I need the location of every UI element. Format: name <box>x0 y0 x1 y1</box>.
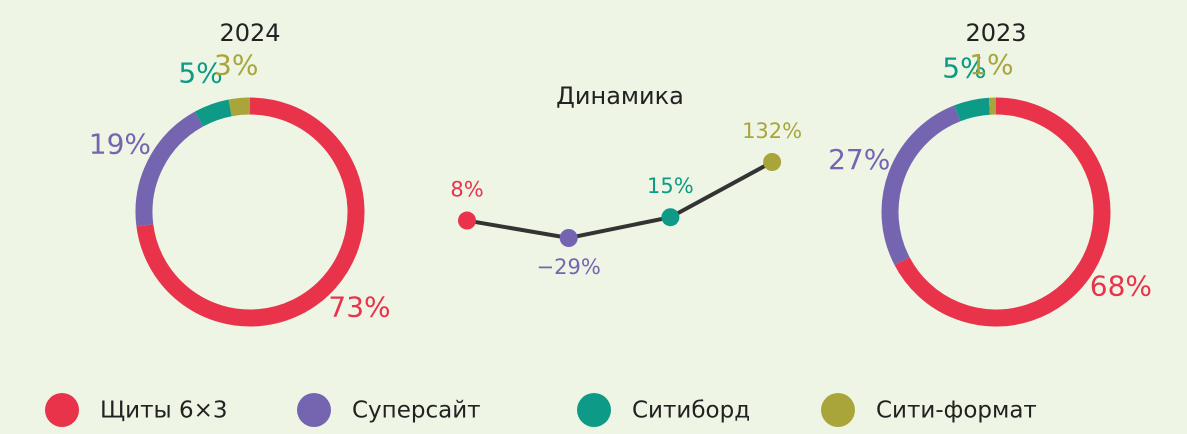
value-label: 68% <box>1090 270 1152 303</box>
value-label: 3% <box>214 49 258 82</box>
legend-label: Суперсайт <box>352 398 481 424</box>
point <box>559 229 578 247</box>
point <box>661 208 680 227</box>
value-label: 5% <box>178 57 222 90</box>
value-label: 19% <box>89 128 151 161</box>
value-label: 132% <box>742 119 802 143</box>
value-label: −29% <box>537 255 601 279</box>
point <box>458 211 476 230</box>
legend-marker <box>577 393 611 427</box>
donut-segment <box>228 97 251 117</box>
donut-segment <box>881 105 961 266</box>
donut-segment <box>135 111 204 227</box>
legend-marker <box>297 393 331 427</box>
legend-label: Сити-формат <box>876 398 1037 424</box>
legend-marker <box>45 393 79 427</box>
value-label: 15% <box>647 174 694 198</box>
value-label: 5% <box>942 51 986 84</box>
value-label: 1% <box>969 48 1013 81</box>
donut-title: 2024 <box>219 19 280 47</box>
line <box>466 160 774 241</box>
donut-segment <box>194 99 233 127</box>
donut-segment <box>894 97 1111 327</box>
donut-segment <box>136 97 365 327</box>
value-label: 27% <box>828 143 890 176</box>
value-label: 8% <box>450 178 483 202</box>
legend-marker <box>821 393 855 427</box>
donut-title: 2023 <box>965 19 1026 47</box>
legend-label: Щиты 6×3 <box>100 398 228 424</box>
legend-label: Ситиборд <box>632 398 750 424</box>
value-label: 73% <box>328 291 390 324</box>
donut-segment <box>954 97 991 122</box>
line-title: Динамика <box>556 82 684 110</box>
point <box>763 153 782 171</box>
